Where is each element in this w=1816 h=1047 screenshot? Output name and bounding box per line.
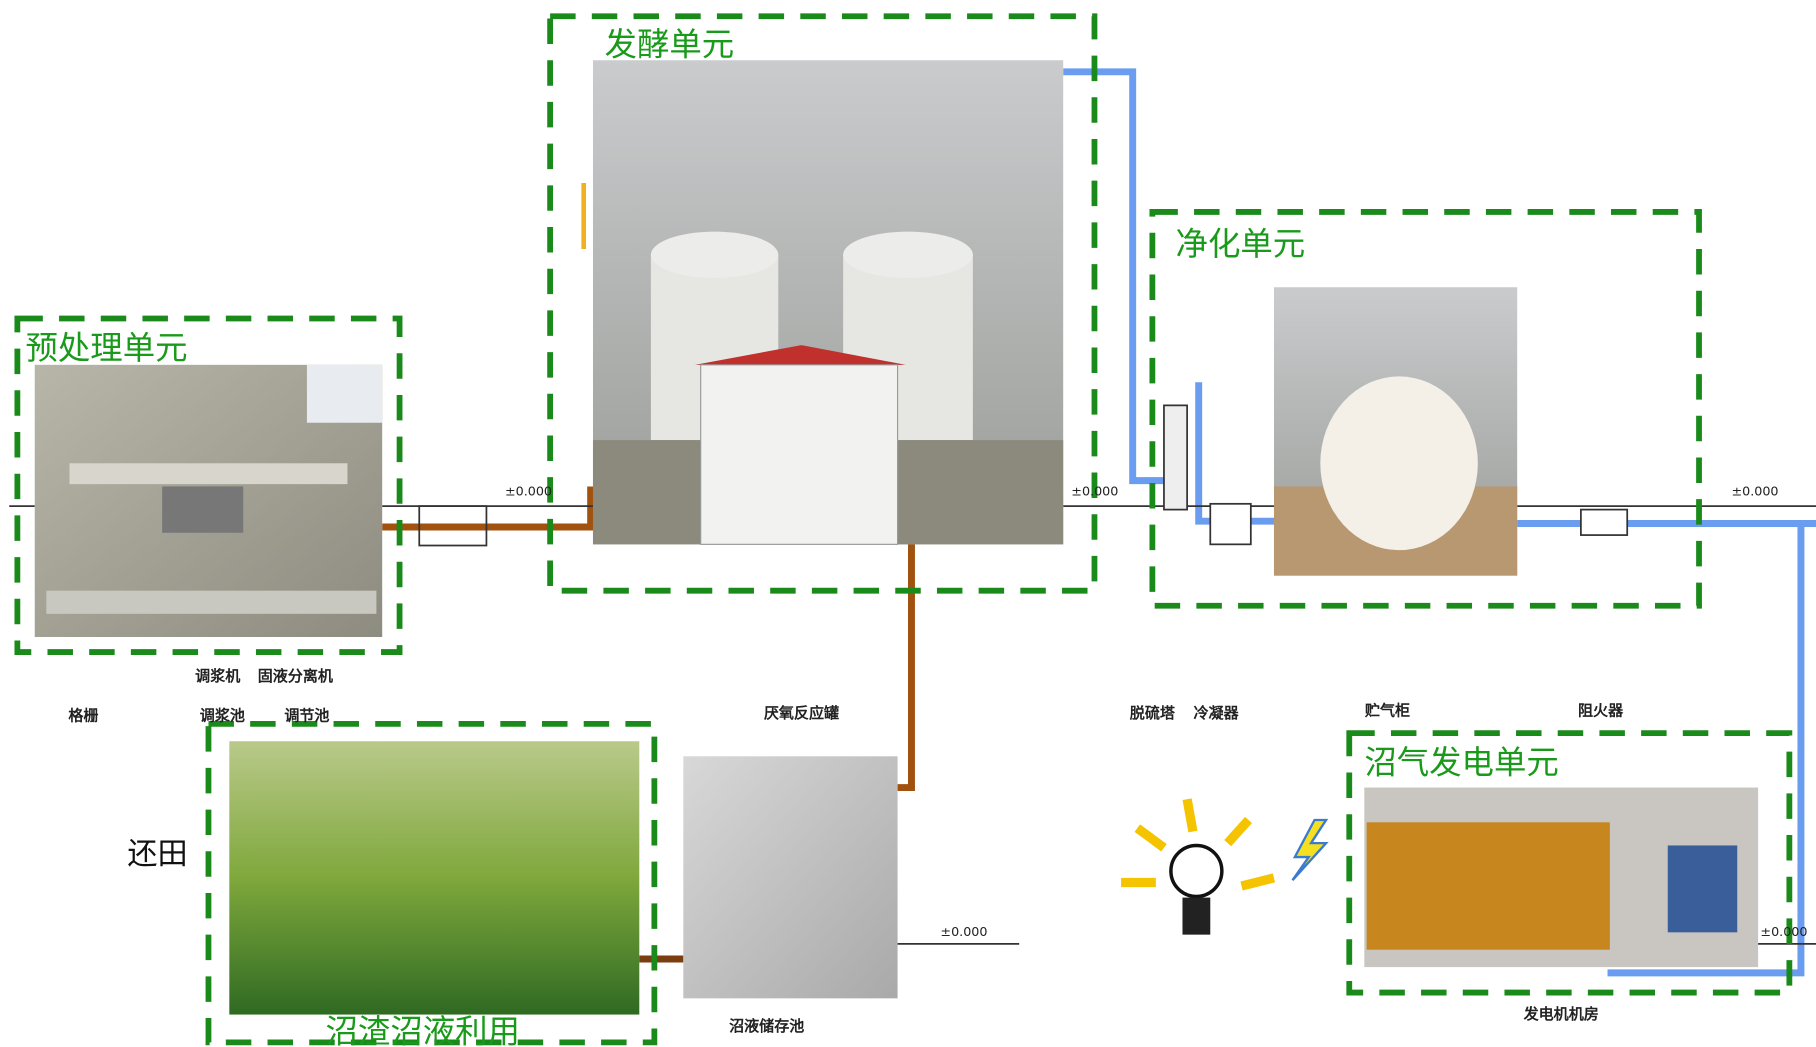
equipment-label: 厌氧反应罐 — [764, 704, 839, 722]
lightning-icon — [1291, 818, 1329, 881]
pipes — [382, 68, 1816, 977]
photo-gas-holder — [1273, 287, 1518, 576]
photo-fermentation — [592, 60, 1064, 545]
equipment-label: 阻火器 — [1578, 702, 1624, 720]
photo-pretreatment — [34, 364, 383, 637]
equipment-label: 沼液储存池 — [729, 1017, 804, 1035]
elevation: ±0.000 — [1071, 485, 1118, 500]
unit-box — [1346, 730, 1793, 996]
elevation: ±0.000 — [1760, 925, 1807, 940]
equipment-label: 脱硫塔 — [1130, 704, 1176, 722]
equipment-label: 调浆池 — [200, 706, 245, 724]
photo-rice-field — [229, 741, 640, 1015]
unit-title: 沼渣沼液利用 — [326, 1012, 520, 1047]
photo-generator — [1364, 787, 1759, 968]
unit-title: 沼气发电单元 — [1364, 744, 1558, 782]
equipment-label: 格栅 — [68, 706, 98, 724]
elevation: ±0.000 — [1731, 485, 1778, 500]
unit-box — [205, 720, 658, 1046]
equipment-label: 调浆机 — [195, 667, 241, 685]
unit-title: 预处理单元 — [25, 329, 187, 367]
photo-storage-pond — [683, 756, 898, 999]
bulb-icon — [1121, 798, 1276, 935]
field-label: 还田 — [127, 837, 187, 872]
unit-title: 净化单元 — [1176, 225, 1306, 263]
unit-box — [547, 13, 1098, 594]
unit-box — [14, 315, 403, 655]
equipment-label: 贮气柜 — [1364, 702, 1410, 720]
equipment-label: 发电机机房 — [1523, 1005, 1599, 1023]
ground-lines — [9, 404, 1816, 945]
elevation: ±0.000 — [505, 485, 552, 500]
unit-title: 发酵单元 — [605, 26, 735, 64]
equipment-label: 冷凝器 — [1194, 704, 1240, 722]
unit-box — [1149, 209, 1702, 609]
elevation: ±0.000 — [940, 925, 987, 940]
equipment-label: 调节池 — [284, 706, 329, 724]
equipment-label: 固液分离机 — [258, 667, 334, 685]
